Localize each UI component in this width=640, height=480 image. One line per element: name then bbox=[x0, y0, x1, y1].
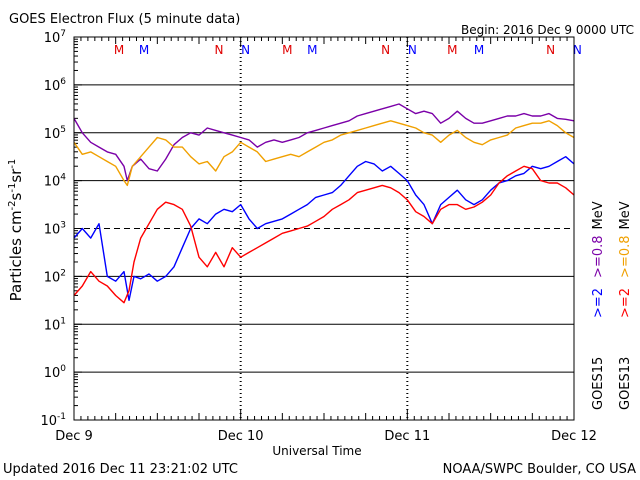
legend-goes13-unit: MeV bbox=[618, 201, 633, 229]
x-tick-label: Dec 9 bbox=[55, 429, 93, 444]
y-tick-label: 104 bbox=[44, 173, 67, 190]
y-tick-base: 10 bbox=[44, 79, 61, 94]
y-tick-exponent: 0 bbox=[60, 364, 66, 374]
time-marker: M bbox=[114, 43, 124, 57]
y-tick-exponent: 2 bbox=[60, 268, 66, 278]
data-series bbox=[73, 103, 575, 304]
y-tick-base: 10 bbox=[44, 366, 61, 381]
series-line-1 bbox=[73, 120, 575, 187]
legend-goes13-08mev: >=0.8 bbox=[618, 235, 633, 277]
updated-timestamp: Updated 2016 Dec 11 23:21:02 UTC bbox=[3, 462, 238, 477]
series-line-2 bbox=[73, 155, 575, 301]
y-axis-title-mid2: sr bbox=[7, 168, 25, 183]
time-marker: M bbox=[139, 43, 149, 57]
time-marker: N bbox=[381, 43, 390, 57]
legend-goes15-energies: >=2 >=0.8 MeV bbox=[591, 201, 606, 318]
data-source: NOAA/SWPC Boulder, CO USA bbox=[443, 462, 636, 477]
y-tick-exponent: 7 bbox=[60, 29, 66, 39]
y-tick-label: 103 bbox=[44, 221, 66, 238]
time-marker: N bbox=[241, 43, 250, 57]
time-marker: N bbox=[215, 43, 224, 57]
legend-goes15-label: GOES15 bbox=[591, 357, 606, 410]
y-axis-title-base: Particles cm bbox=[7, 210, 25, 301]
chart-title: GOES Electron Flux (5 minute data) bbox=[9, 12, 240, 27]
x-tick-label: Dec 12 bbox=[551, 429, 597, 444]
legend-goes15-2mev: >=2 bbox=[591, 288, 606, 318]
legend-goes13-2mev: >=2 bbox=[618, 288, 633, 318]
y-tick-exponent: 1 bbox=[60, 316, 66, 326]
y-tick-label: 102 bbox=[44, 268, 66, 285]
y-tick-exponent: 5 bbox=[60, 125, 66, 135]
y-tick-label: 106 bbox=[44, 77, 67, 94]
time-marker: M bbox=[447, 43, 457, 57]
time-marker: M bbox=[307, 43, 317, 57]
legend-goes15-unit: MeV bbox=[591, 201, 606, 229]
grid-lines bbox=[74, 37, 574, 420]
plot-frame bbox=[73, 36, 575, 421]
y-tick-label: 105 bbox=[44, 125, 66, 142]
series-line-0 bbox=[73, 103, 575, 182]
time-marker: M bbox=[474, 43, 484, 57]
y-tick-exponent: 4 bbox=[60, 173, 66, 183]
y-tick-base: 10 bbox=[44, 127, 61, 142]
legend-goes15-08mev: >=0.8 bbox=[591, 235, 606, 277]
begin-date-label: Begin: 2016 Dec 9 0000 UTC bbox=[461, 23, 634, 37]
time-marker: N bbox=[408, 43, 417, 57]
legend-goes13-energies: >=2 >=0.8 MeV bbox=[618, 201, 633, 318]
y-axis-title-exp1: -2 bbox=[7, 200, 18, 210]
y-axis-title-exp2: -1 bbox=[7, 183, 18, 193]
series-line-3 bbox=[73, 165, 575, 304]
y-tick-base: 10 bbox=[44, 31, 61, 46]
y-tick-base: 10 bbox=[44, 318, 61, 333]
y-tick-label: 100 bbox=[44, 364, 67, 381]
legend-goes13-label: GOES13 bbox=[618, 357, 633, 410]
y-tick-base: 10 bbox=[44, 175, 61, 190]
y-tick-base: 10 bbox=[40, 414, 57, 429]
time-marker: N bbox=[573, 43, 582, 57]
y-tick-exponent: -1 bbox=[57, 412, 66, 422]
y-axis-title-mid1: s bbox=[7, 192, 25, 200]
y-axis-title-exp3: -1 bbox=[7, 159, 18, 169]
y-tick-base: 10 bbox=[44, 270, 61, 285]
time-marker: M bbox=[282, 43, 292, 57]
y-tick-base: 10 bbox=[44, 223, 61, 238]
y-tick-exponent: 3 bbox=[60, 221, 66, 231]
x-tick-label: Dec 10 bbox=[218, 429, 264, 444]
x-axis-title: Universal Time bbox=[272, 444, 361, 458]
x-tick-label: Dec 11 bbox=[384, 429, 430, 444]
y-axis-title: Particles cm-2s-1sr-1 bbox=[7, 159, 25, 302]
y-tick-exponent: 6 bbox=[60, 77, 66, 87]
y-tick-label: 10-1 bbox=[40, 412, 66, 429]
y-tick-label: 101 bbox=[44, 316, 66, 333]
time-marker: N bbox=[546, 43, 555, 57]
y-tick-label: 107 bbox=[44, 29, 66, 46]
